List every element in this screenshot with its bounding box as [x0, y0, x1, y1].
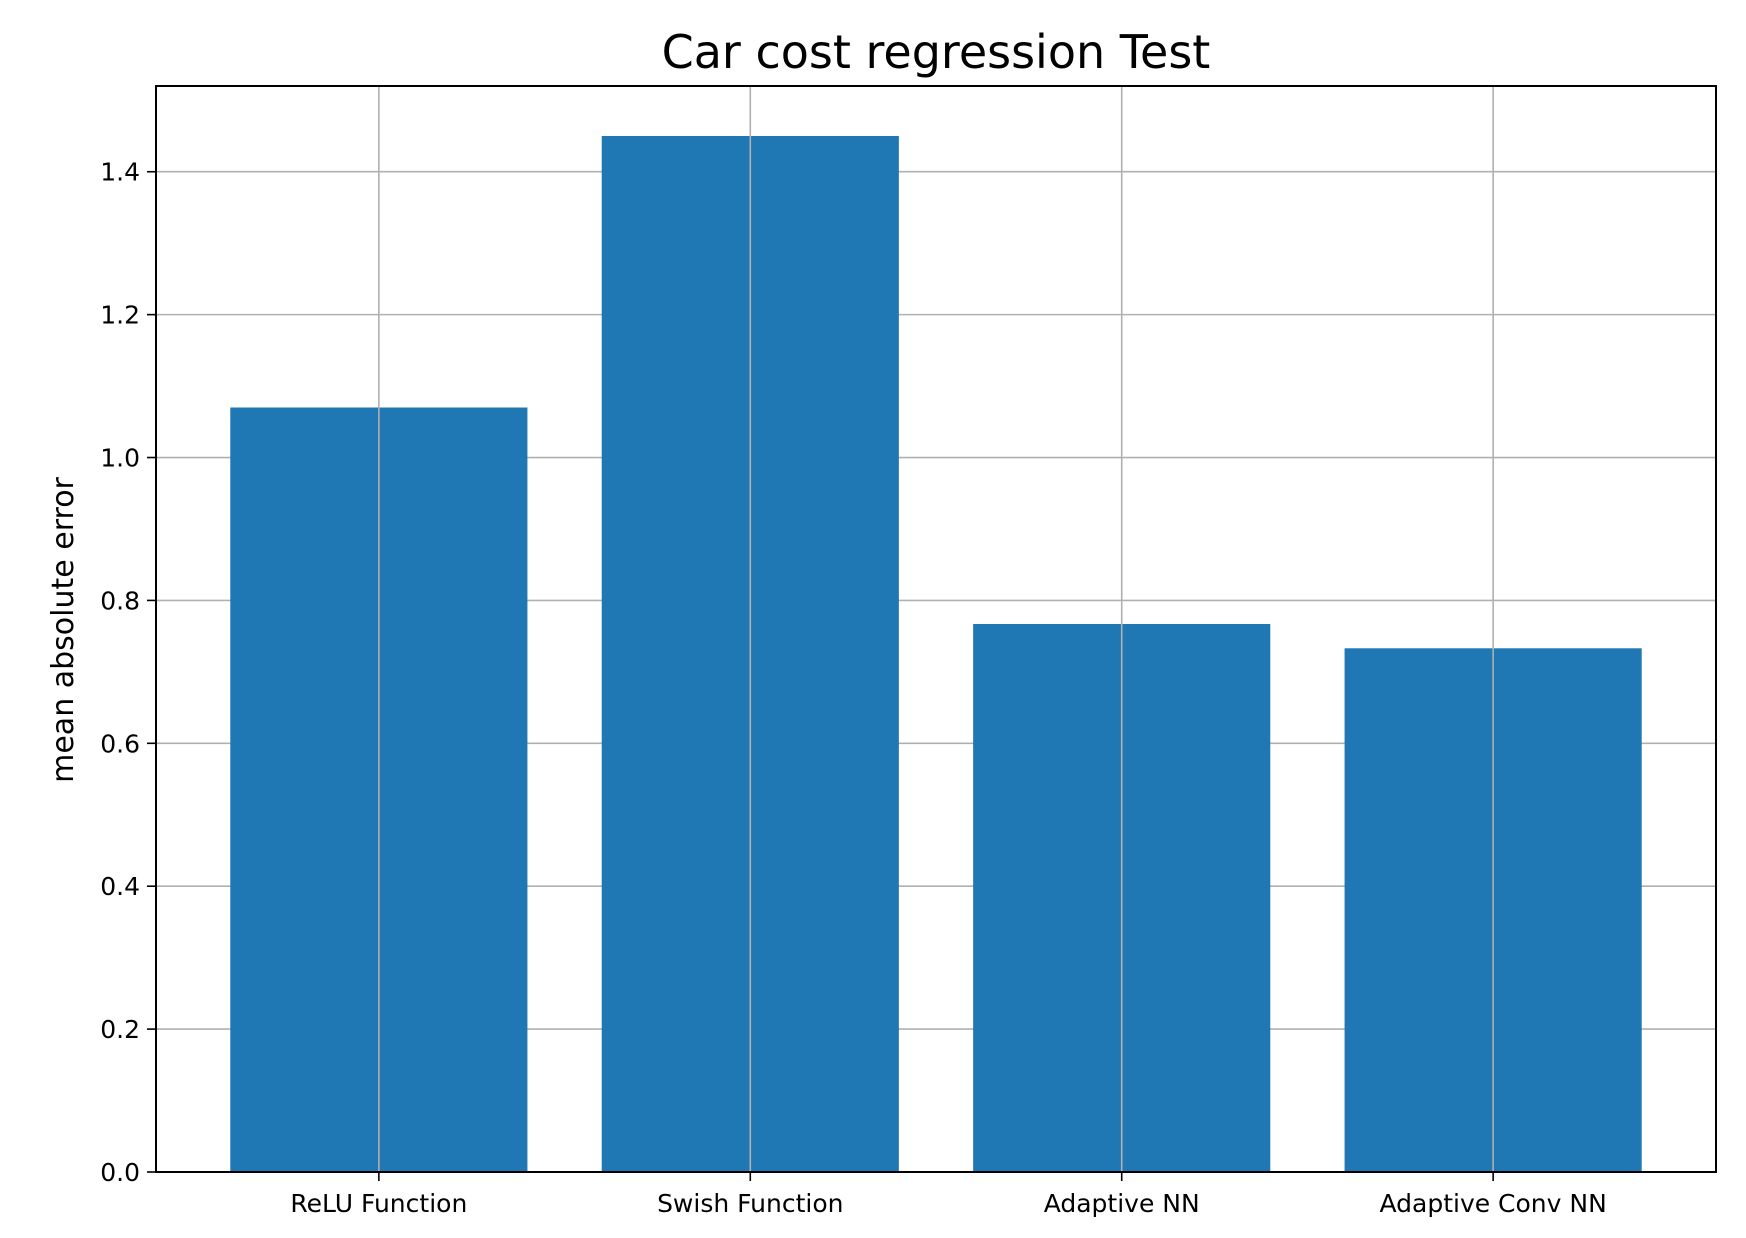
x-tick-label: Adaptive NN — [1044, 1189, 1200, 1218]
plot-frame — [155, 85, 1717, 1173]
x-tick-label: Swish Function — [657, 1189, 843, 1218]
y-tick-label: 1.0 — [100, 444, 140, 473]
x-tick-label: Adaptive Conv NN — [1379, 1189, 1606, 1218]
y-axis-label: mean absolute error — [46, 476, 81, 782]
y-tick-label: 0.0 — [100, 1158, 140, 1187]
y-tick-label: 0.2 — [100, 1015, 140, 1044]
y-tick-label: 0.8 — [100, 586, 140, 615]
vertical-grid-lines — [378, 86, 1494, 1172]
y-tick-label: 0.4 — [100, 872, 140, 901]
x-axis-ticks: ReLU Function Swish Function Adaptive NN Ad… — [290, 1172, 1607, 1218]
chart-title: Car cost regression Test — [662, 25, 1211, 79]
y-tick-label: 0.6 — [100, 729, 140, 758]
x-tick-label: ReLU Function — [290, 1189, 467, 1218]
y-tick-label: 1.4 — [100, 158, 140, 187]
y-axis-ticks: 0.0 0.2 0.4 0.6 0.8 1.0 1.2 1.4 — [100, 158, 156, 1187]
y-tick-label: 1.2 — [100, 301, 140, 330]
